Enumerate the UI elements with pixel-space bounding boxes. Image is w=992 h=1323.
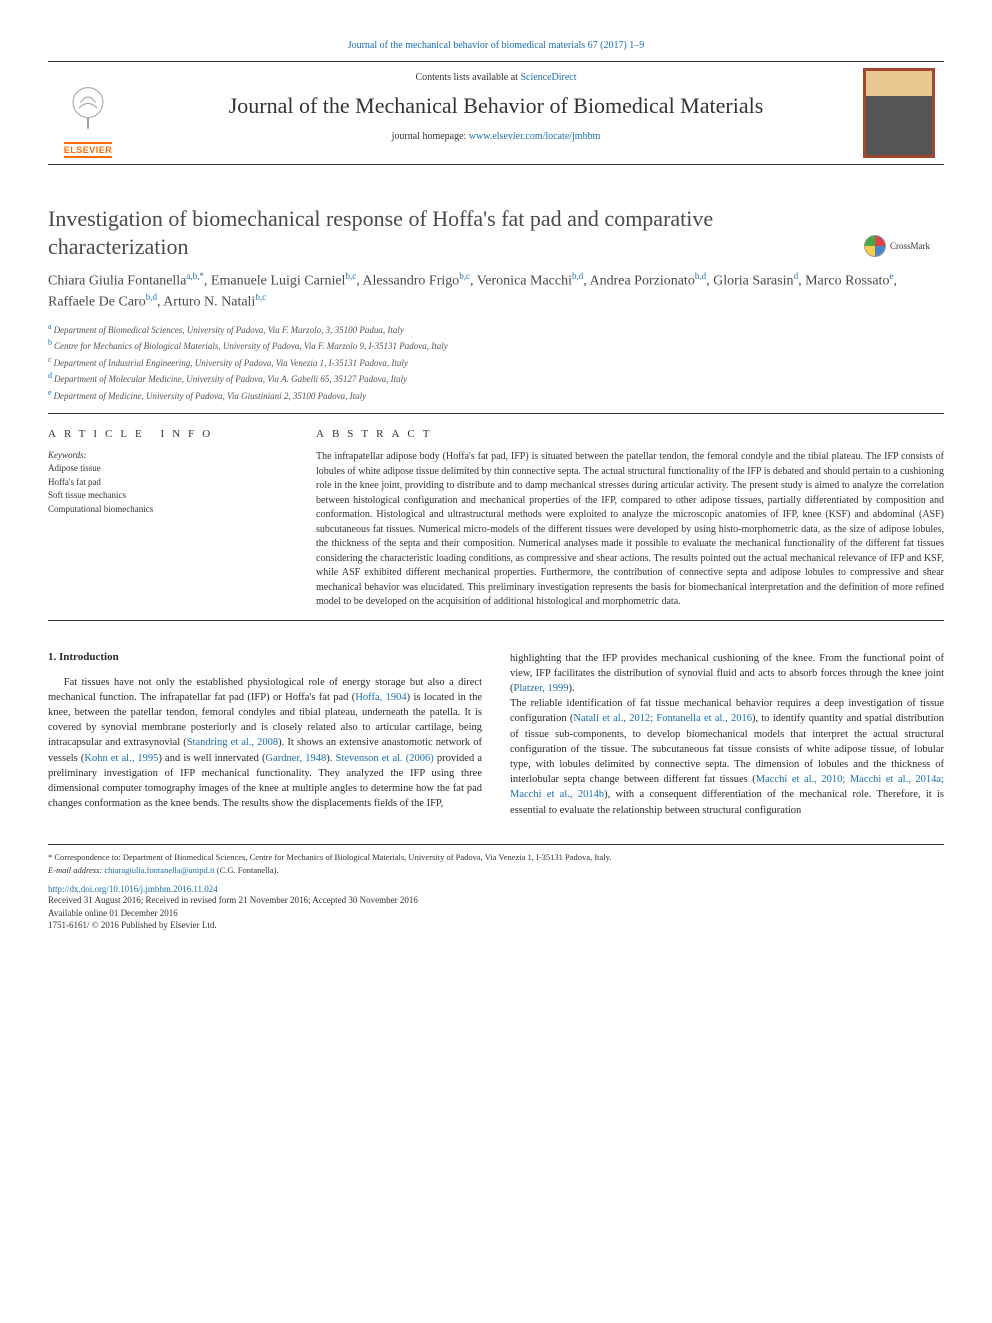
homepage-prefix: journal homepage: [392,131,469,142]
sciencedirect-link[interactable]: ScienceDirect [520,72,576,83]
affiliation-row: eDepartment of Medicine, University of P… [48,387,944,404]
email-suffix: (C.G. Fontanella). [215,865,279,875]
citation-ref[interactable]: Standring et al., 2008 [187,737,278,748]
body-col-left: 1. Introduction Fat tissues have not onl… [48,651,482,818]
affiliation-text: Department of Medicine, University of Pa… [54,391,367,401]
affiliation-label: e [48,388,52,397]
citation-ref[interactable]: Stevenson et al. (2006) [336,753,434,764]
publisher-block: ELSEVIER [48,68,138,158]
corr-marker: * [48,852,52,862]
footnote-rule [48,844,944,845]
author-name: , Andrea Porzionato [583,274,695,289]
author-affil-sup: b,c [345,271,356,281]
contents-prefix: Contents lists available at [415,72,520,83]
journal-masthead: ELSEVIER Contents lists available at Sci… [48,61,944,165]
keyword-item: Computational biomechanics [48,503,288,517]
keyword-item: Adipose tissue [48,462,288,476]
citation-ref[interactable]: Natali et al., 2012; Fontanella et al., … [573,713,752,724]
author-affil-sup: b,d [695,271,706,281]
body-col-right: highlighting that the IFP provides mecha… [510,651,944,818]
author-name: , Veronica Macchi [470,274,572,289]
journal-cover-thumb [863,68,935,158]
keywords-label: Keywords: [48,450,288,460]
article-title: Investigation of biomechanical response … [48,205,944,260]
author-name: , Arturo N. Natali [157,295,255,310]
correspondence-text: Correspondence to: Department of Biomedi… [54,852,611,862]
author-name: , Emanuele Luigi Carniel [204,274,346,289]
affiliation-label: a [48,322,52,331]
affiliation-row: bCentre for Mechanics of Biological Mate… [48,337,944,354]
affiliation-text: Centre for Mechanics of Biological Mater… [54,341,448,351]
author-affil-sup: a,b,* [186,271,204,281]
citation-ref[interactable]: Platzer, 1999 [514,683,569,694]
section-number: 1. [48,651,56,663]
affiliation-text: Department of Industrial Engineering, Un… [54,358,408,368]
contents-line: Contents lists available at ScienceDirec… [148,72,844,83]
affiliation-text: Department of Molecular Medicine, Univer… [54,374,407,384]
body-paragraph: highlighting that the IFP provides mecha… [510,651,944,818]
elsevier-logo: ELSEVIER [64,142,113,158]
affiliation-text: Department of Biomedical Sciences, Unive… [54,325,404,335]
author-name: , Marco Rossato [798,274,889,289]
crossmark-label: CrossMark [890,241,930,251]
affiliation-label: c [48,355,52,364]
abstract-text: The infrapatellar adipose body (Hoffa's … [316,450,944,610]
homepage-line: journal homepage: www.elsevier.com/locat… [148,131,844,142]
separator-rule [48,413,944,414]
section-heading: 1. Introduction [48,651,482,663]
separator-rule [48,620,944,621]
masthead-center: Contents lists available at ScienceDirec… [138,68,854,158]
doi-link[interactable]: http://dx.doi.org/10.1016/j.jmbbm.2016.1… [48,884,944,894]
author-affil-sup: b,c [459,271,470,281]
available-line: Available online 01 December 2016 [48,907,944,920]
author-affil-sup: b,c [255,292,266,302]
citation-ref[interactable]: Hoffa, 1904 [355,692,406,703]
correspondence-footnote: * Correspondence to: Department of Biome… [48,851,944,877]
keyword-item: Soft tissue mechanics [48,489,288,503]
article-info-heading: ARTICLE INFO [48,428,288,440]
body-text-run: ). [326,753,335,764]
homepage-url[interactable]: www.elsevier.com/locate/jmbbm [469,131,601,142]
body-text-run: ) and is well innervated ( [158,753,265,764]
author-affil-sup: b,d [572,271,583,281]
history-line: Received 31 August 2016; Received in rev… [48,894,944,907]
body-columns: 1. Introduction Fat tissues have not onl… [48,651,944,818]
abstract-heading: ABSTRACT [316,428,944,440]
info-abstract-row: ARTICLE INFO Keywords: Adipose tissueHof… [48,428,944,610]
affiliation-row: aDepartment of Biomedical Sciences, Univ… [48,321,944,338]
keywords-list: Adipose tissueHoffa's fat padSoft tissue… [48,462,288,516]
abstract-col: ABSTRACT The infrapatellar adipose body … [316,428,944,610]
author-name: , Gloria Sarasin [706,274,793,289]
affiliation-row: dDepartment of Molecular Medicine, Unive… [48,370,944,387]
cover-thumb-wrap [854,68,944,158]
email-label: E-mail address: [48,865,104,875]
article-info-col: ARTICLE INFO Keywords: Adipose tissueHof… [48,428,288,610]
running-header: Journal of the mechanical behavior of bi… [48,40,944,51]
copyright-line: 1751-6161/ © 2016 Published by Elsevier … [48,920,944,930]
affiliation-row: cDepartment of Industrial Engineering, U… [48,354,944,371]
elsevier-tree-icon [58,80,118,140]
crossmark-icon [864,235,886,257]
author-name: , Alessandro Frigo [356,274,459,289]
author-name: Chiara Giulia Fontanella [48,274,186,289]
email-link[interactable]: chiaragiulia.fontanella@unipd.it [104,865,214,875]
citation-ref[interactable]: Kohn et al., 1995 [84,753,158,764]
body-paragraph: Fat tissues have not only the establishe… [48,675,482,812]
body-text-run: ). [568,683,574,694]
section-title: Introduction [59,651,119,663]
citation-ref[interactable]: Gardner, 1948 [266,753,327,764]
body-text-run: highlighting that the IFP provides mecha… [510,653,944,694]
crossmark-badge[interactable]: CrossMark [864,235,944,257]
affiliations: aDepartment of Biomedical Sciences, Univ… [48,321,944,404]
author-affil-sup: b,d [146,292,157,302]
affiliation-label: b [48,338,52,347]
author-list: Chiara Giulia Fontanellaa,b,*, Emanuele … [48,270,944,313]
journal-name: Journal of the Mechanical Behavior of Bi… [148,93,844,119]
affiliation-label: d [48,371,52,380]
keyword-item: Hoffa's fat pad [48,476,288,490]
